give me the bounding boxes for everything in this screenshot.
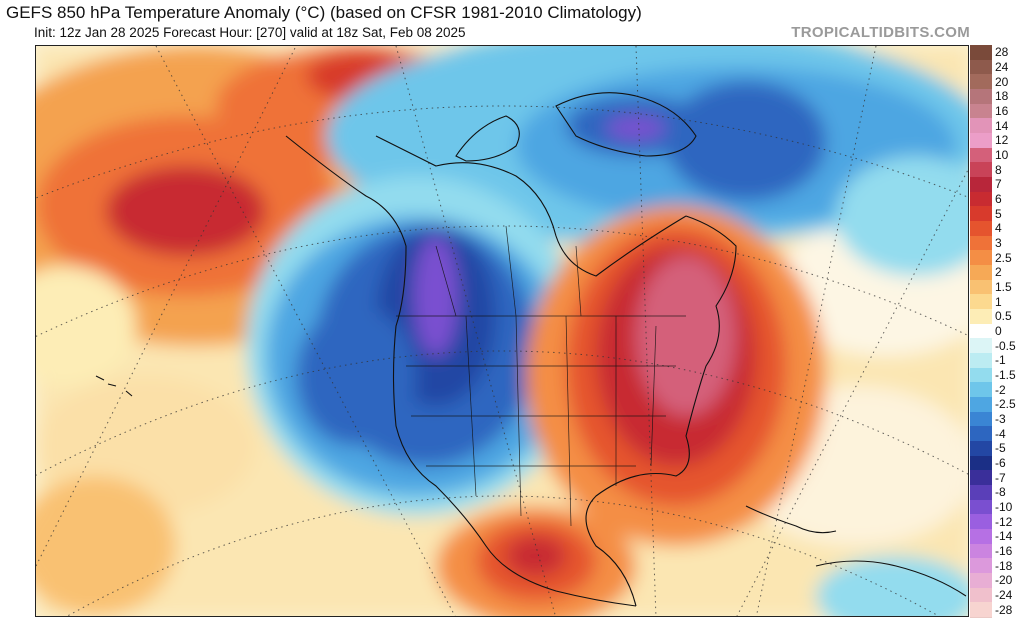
colorbar-label: 7 (995, 177, 1002, 192)
colorbar-swatch (970, 162, 992, 178)
colorbar-swatch (970, 382, 992, 398)
colorbar-label: -10 (995, 500, 1013, 514)
colorbar-label: 20 (995, 74, 1009, 89)
colorbar-label: -8 (995, 485, 1006, 500)
colorbar-label: 6 (995, 192, 1002, 206)
colorbar-swatch (970, 426, 992, 442)
colorbar-swatch (970, 309, 992, 325)
colorbar-label: -3 (995, 412, 1006, 426)
colorbar-swatch (970, 118, 992, 134)
colorbar-swatch (970, 558, 992, 574)
anomaly-field (36, 46, 968, 616)
colorbar-label: -14 (995, 529, 1013, 544)
colorbar-label: 8 (995, 162, 1002, 177)
colorbar-label: -7 (995, 470, 1006, 485)
colorbar-label: -0.5 (995, 338, 1016, 353)
colorbar-label: 1.5 (995, 280, 1012, 294)
colorbar-swatch (970, 279, 992, 296)
colorbar-label: 0.5 (995, 309, 1012, 324)
colorbar-swatch (970, 411, 992, 428)
colorbar-label: -16 (995, 544, 1013, 558)
colorbar-swatch (970, 191, 992, 208)
colorbar-swatch (970, 221, 992, 237)
colorbar-swatch (970, 338, 992, 354)
colorbar-swatch (970, 45, 992, 61)
colorbar-swatch (970, 323, 992, 340)
colorbar-swatch (970, 543, 992, 560)
colorbar-label: -24 (995, 588, 1013, 602)
colorbar-swatch (970, 529, 992, 545)
colorbar-label: 2.5 (995, 250, 1012, 265)
colorbar-label: 10 (995, 148, 1009, 162)
colorbar-label: 2 (995, 265, 1002, 280)
colorbar-swatch (970, 455, 992, 472)
colorbar-label: -12 (995, 514, 1013, 529)
colorbar-swatch (970, 602, 992, 618)
colorbar-swatch (970, 397, 992, 413)
chart-title: GEFS 850 hPa Temperature Anomaly (°C) (b… (6, 3, 642, 22)
colorbar-swatch (970, 587, 992, 604)
anomaly-map (35, 45, 969, 617)
colorbar-label: -6 (995, 456, 1006, 470)
colorbar-swatch (970, 573, 992, 589)
colorbar-swatch (970, 514, 992, 530)
forecast-info: Init: 12z Jan 28 2025 Forecast Hour: [27… (34, 25, 466, 40)
colorbar-label: 18 (995, 89, 1009, 104)
colorbar-label: -5 (995, 441, 1006, 456)
colorbar-label: 0 (995, 324, 1002, 338)
colorbar-label: 12 (995, 133, 1009, 148)
colorbar-label: 28 (995, 45, 1009, 60)
colorbar-swatch (970, 485, 992, 501)
colorbar-swatch (970, 265, 992, 281)
colorbar-label: -1.5 (995, 368, 1016, 382)
colorbar-swatch (970, 235, 992, 252)
colorbar-swatch (970, 206, 992, 222)
colorbar-label: 16 (995, 104, 1009, 118)
colorbar-label: -28 (995, 602, 1013, 617)
colorbar-label: 5 (995, 206, 1002, 221)
colorbar-swatch (970, 367, 992, 384)
colorbar-legend: 28 24 20 18 16 14 12 10 8 7 6 5 4 3 2.5 2 1.5 1 0.5 0 -0.5 -1… (970, 45, 1024, 618)
colorbar-label: -20 (995, 573, 1013, 588)
colorbar-swatch (970, 470, 992, 486)
colorbar-swatch (970, 441, 992, 457)
colorbar-label: 3 (995, 236, 1002, 250)
colorbar-swatch (970, 103, 992, 120)
colorbar-swatch (970, 294, 992, 310)
colorbar-swatch (970, 133, 992, 149)
colorbar-swatch (970, 250, 992, 266)
colorbar-label: -2.5 (995, 397, 1016, 412)
colorbar-swatch (970, 499, 992, 516)
colorbar-label: -18 (995, 558, 1013, 573)
colorbar-label: 24 (995, 60, 1009, 74)
colorbar-swatch (970, 147, 992, 164)
site-watermark: TROPICALTIDBITS.COM (791, 24, 970, 41)
colorbar-swatch (970, 177, 992, 193)
colorbar-swatch (970, 59, 992, 76)
colorbar-swatch (970, 74, 992, 90)
colorbar-label: -2 (995, 382, 1006, 397)
colorbar-label: 14 (995, 118, 1009, 133)
colorbar-label: -1 (995, 353, 1006, 368)
colorbar-swatch (970, 89, 992, 105)
colorbar-swatch (970, 353, 992, 369)
colorbar-label: 4 (995, 221, 1002, 236)
colorbar-label: 1 (995, 294, 1002, 309)
colorbar-label: -4 (995, 426, 1006, 441)
